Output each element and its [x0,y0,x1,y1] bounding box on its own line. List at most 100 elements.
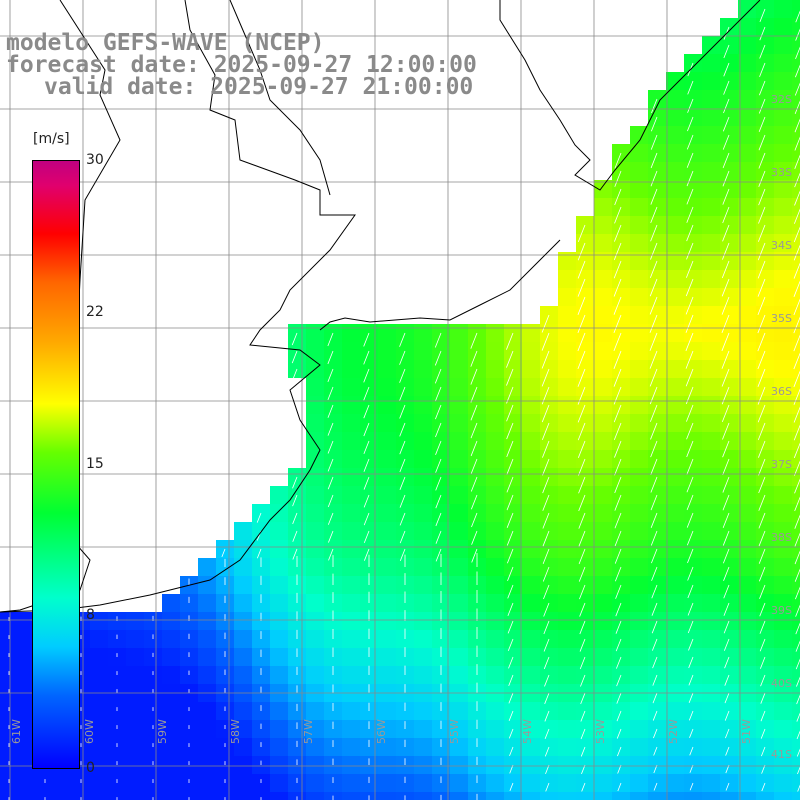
wind-arrow [795,28,800,41]
wind-cell [414,468,432,486]
colorbar [32,160,80,769]
wind-arrow [723,638,730,651]
wind-arrow [615,620,622,634]
wind-arrow [685,368,694,387]
wind-cell [630,252,648,270]
wind-arrow [722,170,730,187]
wind-cell [630,144,648,162]
wind-cell [738,342,756,360]
wind-cell [702,360,720,378]
wind-arrow [759,62,766,77]
wind-cell [306,666,324,684]
wind-arrow [470,440,478,457]
wind-arrow [508,710,514,722]
wind-cell [378,792,396,800]
wind-cell [594,702,612,720]
wind-arrow [399,350,406,365]
wind-arrow [686,494,694,511]
wind-cell [486,738,504,756]
wind-cell [378,396,396,414]
wind-cell [378,576,396,594]
wind-cell [774,594,792,612]
wind-arrow [435,494,442,509]
wind-cell [792,648,800,666]
wind-arrow [685,296,694,315]
wind-cell [774,522,792,540]
wind-cell [522,414,540,432]
wind-cell [792,234,800,252]
wind-cell [90,720,108,738]
wind-arrow [795,586,800,600]
wind-cell [306,486,324,504]
wind-arrow [649,314,658,333]
wind-arrow [650,440,658,458]
colorbar-unit: [m/s] [33,131,70,147]
wind-cell [522,594,540,612]
lat-label: 41S [771,748,792,761]
wind-arrow [542,512,550,529]
wind-cell [486,324,504,342]
wind-cell [774,558,792,576]
wind-cell [486,612,504,630]
wind-cell [486,756,504,774]
colorbar-tick: 8 [86,607,95,623]
lon-label: 61W [10,719,23,744]
wind-cell [666,90,684,108]
wind-arrow [613,404,622,423]
wind-cell [738,612,756,630]
wind-cell [450,612,468,630]
wind-arrow [363,332,370,347]
wind-arrow [760,674,766,687]
wind-arrow [650,152,658,169]
wind-cell [450,486,468,504]
wind-arrow [577,296,586,315]
wind-cell [594,342,612,360]
wind-cell [666,270,684,288]
wind-cell [90,774,108,792]
wind-cell [702,324,720,342]
wind-cell [522,738,540,756]
wind-cell [414,414,432,432]
wind-cell [126,756,144,774]
wind-cell [792,18,800,36]
wind-arrow [578,458,586,476]
wind-cell [630,306,648,324]
wind-cell [450,774,468,792]
wind-arrow [795,640,800,652]
wind-cell [414,720,432,738]
wind-arrow [471,512,478,528]
wind-arrow [685,314,694,333]
wind-cell [486,774,504,792]
wind-cell [486,648,504,666]
wind-cell [162,738,180,756]
wind-arrow [471,530,478,545]
wind-cell [414,522,432,540]
wind-cell [522,576,540,594]
wind-arrow [613,242,622,261]
wind-cell [378,594,396,612]
wind-arrow [795,604,800,617]
wind-arrow [689,728,694,738]
wind-arrow [291,350,298,364]
wind-cell [774,504,792,522]
wind-arrow [507,602,514,617]
wind-cell [702,144,720,162]
lat-label: 35S [771,312,792,325]
wind-cell [738,216,756,234]
wind-cell [414,576,432,594]
wind-arrow [688,638,694,651]
wind-arrow [399,548,406,562]
wind-cell [306,324,324,342]
wind-cell [774,720,792,738]
wind-cell [594,558,612,576]
wind-cell [558,522,576,540]
wind-arrow [399,422,406,437]
wind-arrow [291,368,298,382]
wind-cell [126,630,144,648]
wind-cell [126,774,144,792]
wind-arrow [759,44,766,59]
wind-cell [306,774,324,792]
wind-arrow [759,8,766,23]
wind-cell [594,288,612,306]
wind-arrow [759,584,766,599]
